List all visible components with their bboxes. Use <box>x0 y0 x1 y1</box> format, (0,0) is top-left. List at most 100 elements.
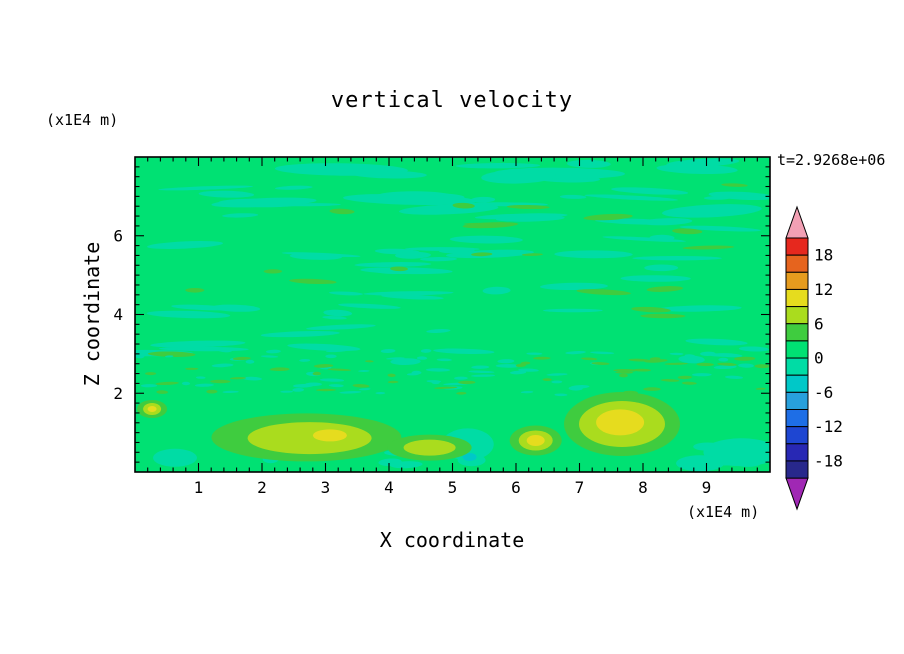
colorbar-segment <box>785 391 809 411</box>
colorbar-tick-label: 0 <box>814 349 824 368</box>
field-streak <box>611 187 689 195</box>
field-streak <box>669 352 684 356</box>
field-streak <box>455 162 541 169</box>
field-streak <box>458 380 476 385</box>
x-axis-title: X coordinate <box>379 528 525 552</box>
field-streak <box>360 267 453 275</box>
field-streak <box>363 291 454 296</box>
field-streak <box>495 215 565 222</box>
colorbar-segment <box>785 288 809 308</box>
field-streak <box>696 362 714 367</box>
colorbar-segment <box>785 271 809 290</box>
field-streak <box>506 204 550 210</box>
axis-ticks <box>135 157 770 472</box>
x-tick-label: 9 <box>702 478 712 497</box>
field-streak <box>287 343 361 352</box>
field-streak <box>351 170 427 179</box>
field-streak <box>327 368 351 371</box>
field-streak <box>721 183 748 187</box>
field-streak <box>471 252 493 257</box>
field-streak <box>546 373 568 376</box>
field-streak <box>440 348 457 352</box>
field-blob <box>596 409 645 436</box>
field-streak <box>718 357 729 362</box>
field-streak <box>725 375 743 379</box>
field-streak <box>734 356 756 361</box>
field-streak <box>551 380 563 384</box>
field-streak <box>306 324 376 330</box>
field-streak <box>449 235 523 244</box>
field-streak <box>387 373 396 378</box>
field-streak <box>570 385 590 389</box>
field-streak <box>640 218 693 226</box>
field-streak <box>462 222 519 229</box>
colorbar-segment <box>785 237 809 256</box>
field-streak <box>685 338 748 346</box>
field-streak <box>339 391 362 394</box>
field-streak <box>292 387 305 392</box>
colorbar-over-arrow <box>785 205 809 239</box>
field-streak <box>329 291 363 296</box>
field-streak <box>338 303 401 309</box>
field-streak <box>678 355 705 364</box>
field-streak <box>329 208 355 215</box>
field-blob <box>312 429 347 442</box>
x-tick-labels: 1 2 3 4 5 6 7 8 9 <box>194 478 712 497</box>
field-streak <box>194 383 214 387</box>
field-streak <box>222 213 259 218</box>
colorbar-segment <box>785 323 809 342</box>
field-streak <box>666 158 740 168</box>
field-blob <box>147 406 157 412</box>
z-axis-title: Z coordinate <box>80 241 104 387</box>
field-streak <box>452 202 475 209</box>
colorbar-under-arrow <box>785 477 809 511</box>
field-streak <box>218 348 233 353</box>
field-streak <box>426 380 441 383</box>
field-streak <box>140 384 158 388</box>
field-streak <box>521 253 543 256</box>
field-streak <box>540 282 608 291</box>
field-streak <box>211 363 234 368</box>
field-streak <box>591 362 610 365</box>
field-streak <box>470 196 496 203</box>
field-streak <box>158 185 253 191</box>
field-streak <box>425 368 451 372</box>
field-streak <box>436 358 452 362</box>
field-blob <box>676 455 725 472</box>
field-streak <box>147 241 223 249</box>
field-streak <box>542 308 603 313</box>
field-streak <box>406 372 420 376</box>
field-streak <box>584 194 678 201</box>
field-streak <box>198 190 255 198</box>
field-streak <box>195 376 206 379</box>
field-streak <box>352 384 370 388</box>
field-streak <box>632 256 722 261</box>
x-tick-label: 8 <box>638 478 648 497</box>
field-blob <box>247 422 372 455</box>
field-streak <box>643 387 661 391</box>
field-streak <box>738 346 769 352</box>
field-streak <box>312 371 321 376</box>
field-streak <box>416 356 428 360</box>
field-streak <box>319 378 345 382</box>
field-streak <box>566 159 611 168</box>
field-streak <box>434 386 458 389</box>
field-streak <box>583 213 633 221</box>
field-streak <box>515 363 527 368</box>
colorbar-segment <box>785 357 809 376</box>
field-streak <box>700 351 716 357</box>
z-tick-label: 4 <box>113 305 123 324</box>
field-streak <box>135 354 145 359</box>
field-streak <box>322 315 347 320</box>
field-streak <box>185 288 205 293</box>
field-streak <box>343 193 477 206</box>
field-streak <box>420 348 432 353</box>
field-streak <box>714 353 743 358</box>
contour-field <box>135 157 770 472</box>
field-streak <box>325 354 337 359</box>
x-tick-label: 3 <box>321 478 331 497</box>
field-streak <box>359 388 371 391</box>
field-streak <box>181 381 191 386</box>
field-streak <box>266 349 281 354</box>
